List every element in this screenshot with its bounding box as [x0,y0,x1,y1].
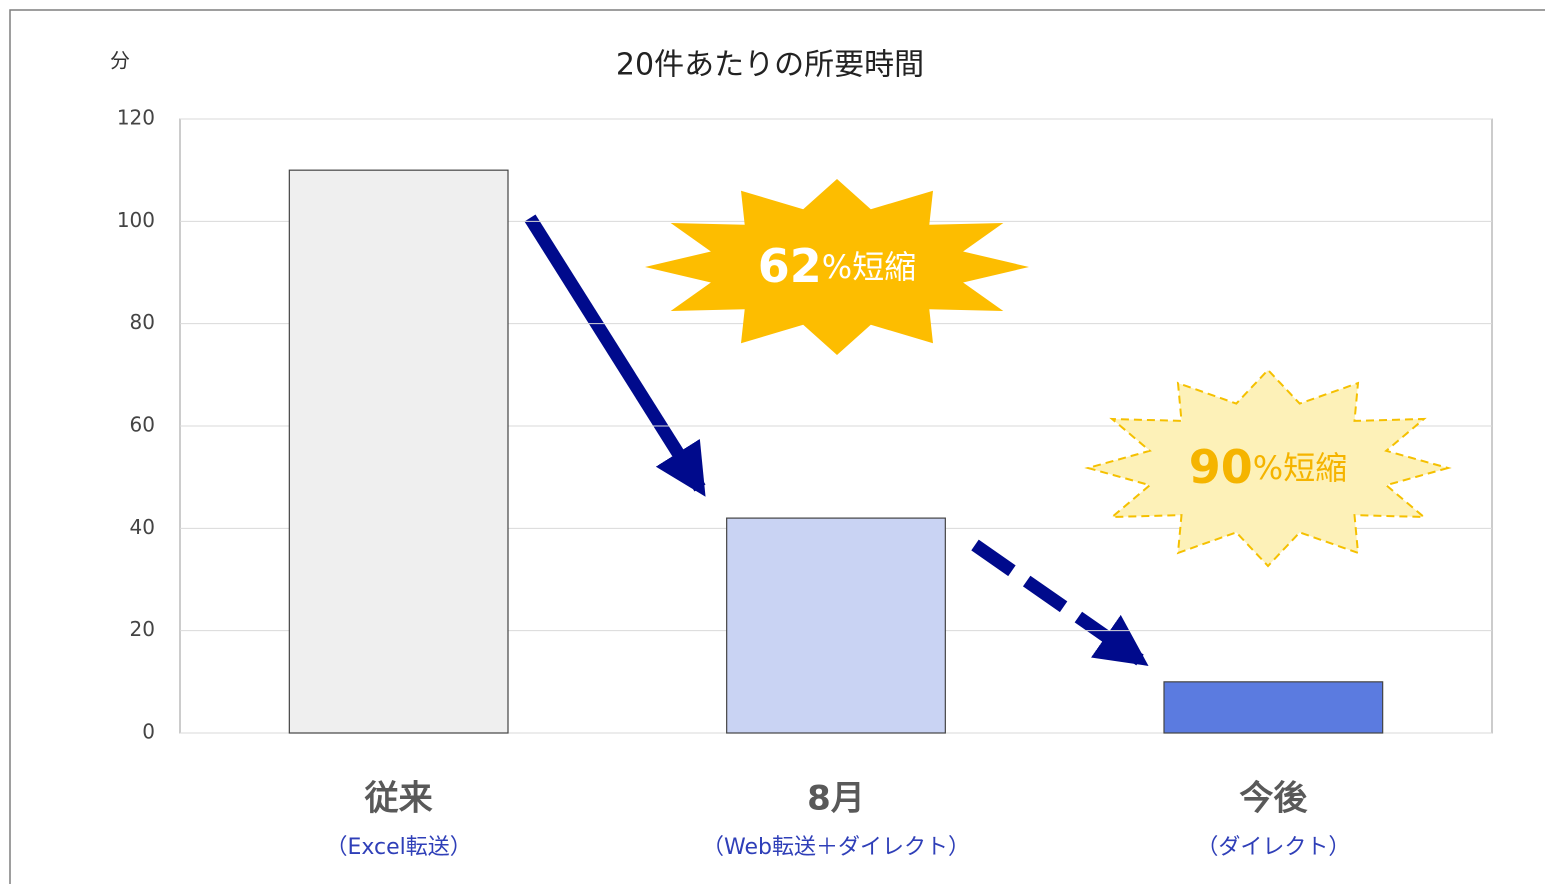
y-axis-label: 分 [110,49,130,73]
y-tick-label: 0 [142,720,155,744]
y-tick-label: 40 [130,515,155,539]
annotation-number: 62 [758,239,822,293]
x-tick-note: （ダイレクト） [1196,835,1350,860]
y-tick-label: 60 [130,413,155,437]
annotation: 62%短縮 [758,239,916,293]
chart-title: 20件あたりの所要時間 [616,48,924,83]
y-tick-label: 80 [130,310,155,334]
x-tick-label: 8月 [807,779,865,819]
annotation: 90%短縮 [1189,440,1347,494]
annotation-text: %短縮 [1253,449,1347,487]
x-tick-note: （Excel転送） [326,835,472,860]
y-tick-label: 120 [117,106,155,130]
y-tick-label: 20 [130,617,155,641]
x-tick-note: （Web転送＋ダイレクト） [702,835,970,860]
annotation-number: 90 [1189,440,1253,494]
starburst [1084,368,1452,568]
x-tick-label: 今後 [1239,779,1308,819]
bar [1163,681,1384,734]
annotation-text: %短縮 [822,248,916,286]
bar [726,517,946,734]
arrow-dashed [971,539,1149,666]
arrow [524,214,706,497]
frame [9,9,1545,884]
x-tick-label: 従来 [364,779,433,819]
starburst [645,179,1029,355]
y-tick-label: 100 [117,208,155,232]
bar [288,169,509,734]
